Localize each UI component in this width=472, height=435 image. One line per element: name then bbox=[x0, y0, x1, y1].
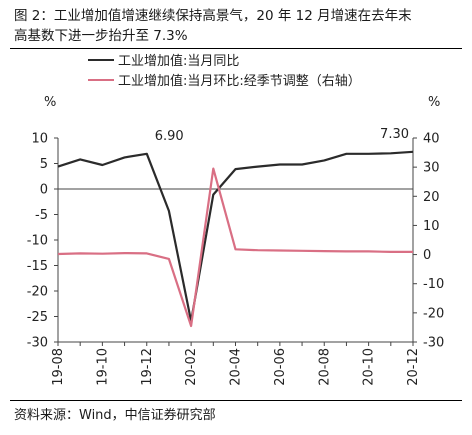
right-tick-label: 0 bbox=[423, 248, 431, 263]
right-axis-unit: % bbox=[428, 95, 440, 110]
title-rule bbox=[10, 48, 462, 49]
data-label: 6.90 bbox=[155, 129, 184, 144]
legend-label-yoy: 工业增加值:当月同比 bbox=[118, 53, 239, 69]
x-tick-label: 20-12 bbox=[406, 348, 421, 386]
x-tick-label: 19-10 bbox=[95, 348, 110, 386]
chart-title: 图 2：工业增加值增速继续保持高景气，20 年 12 月增速在去年末 高基数下进… bbox=[14, 6, 464, 46]
x-tick-label: 20-04 bbox=[229, 348, 244, 386]
left-tick-label: -30 bbox=[27, 336, 48, 351]
legend: 工业增加值:当月同比 工业增加值:当月环比:经季节调整（右轴） bbox=[88, 53, 361, 89]
right-tick-label: -20 bbox=[423, 306, 444, 321]
data-label: 7.30 bbox=[380, 127, 409, 142]
left-tick-label: 0 bbox=[40, 183, 48, 198]
x-tick-label: 20-10 bbox=[362, 348, 377, 386]
left-tick-label: -5 bbox=[35, 208, 48, 223]
left-tick-label: 5 bbox=[40, 157, 48, 172]
series-layer bbox=[57, 150, 414, 328]
left-tick-label: 10 bbox=[31, 132, 48, 147]
right-tick-label: 30 bbox=[423, 161, 440, 176]
source-note: 资料来源：Wind，中信证券研究部 bbox=[14, 408, 216, 423]
right-tick-label: -30 bbox=[423, 336, 444, 351]
x-tick-label: 20-06 bbox=[273, 348, 288, 386]
title-line-1: 图 2：工业增加值增速继续保持高景气，20 年 12 月增速在去年末 bbox=[14, 8, 412, 24]
left-axis-unit: % bbox=[44, 95, 56, 110]
x-tick-label: 20-02 bbox=[184, 348, 199, 386]
right-tick-label: 10 bbox=[423, 219, 440, 234]
title-line-2: 高基数下进一步抬升至 7.3% bbox=[14, 28, 188, 44]
left-tick-label: -20 bbox=[27, 285, 48, 300]
right-tick-label: 20 bbox=[423, 190, 440, 205]
source-rule bbox=[10, 400, 462, 401]
left-tick-label: -10 bbox=[27, 234, 48, 249]
right-tick-label: 40 bbox=[423, 132, 440, 147]
left-tick-label: -25 bbox=[27, 310, 48, 325]
data-labels: 6.90 7.30 bbox=[155, 127, 409, 144]
x-tick-label: 19-08 bbox=[51, 348, 66, 386]
chart-canvas: 工业增加值:当月同比 工业增加值:当月环比:经季节调整（右轴） % % 10 5 0… bbox=[27, 53, 444, 386]
right-tick-label: -10 bbox=[423, 277, 444, 292]
x-tick-label: 20-08 bbox=[317, 348, 332, 386]
series-line-yoy bbox=[57, 150, 414, 323]
series-line-mom bbox=[57, 167, 413, 328]
left-tick-label: -15 bbox=[27, 259, 48, 274]
axes: 1050-5-10-15-20-25-30403020100-10-20-301… bbox=[27, 132, 444, 386]
legend-label-mom: 工业增加值:当月环比:经季节调整（右轴） bbox=[118, 73, 361, 89]
x-tick-label: 19-12 bbox=[140, 348, 155, 386]
